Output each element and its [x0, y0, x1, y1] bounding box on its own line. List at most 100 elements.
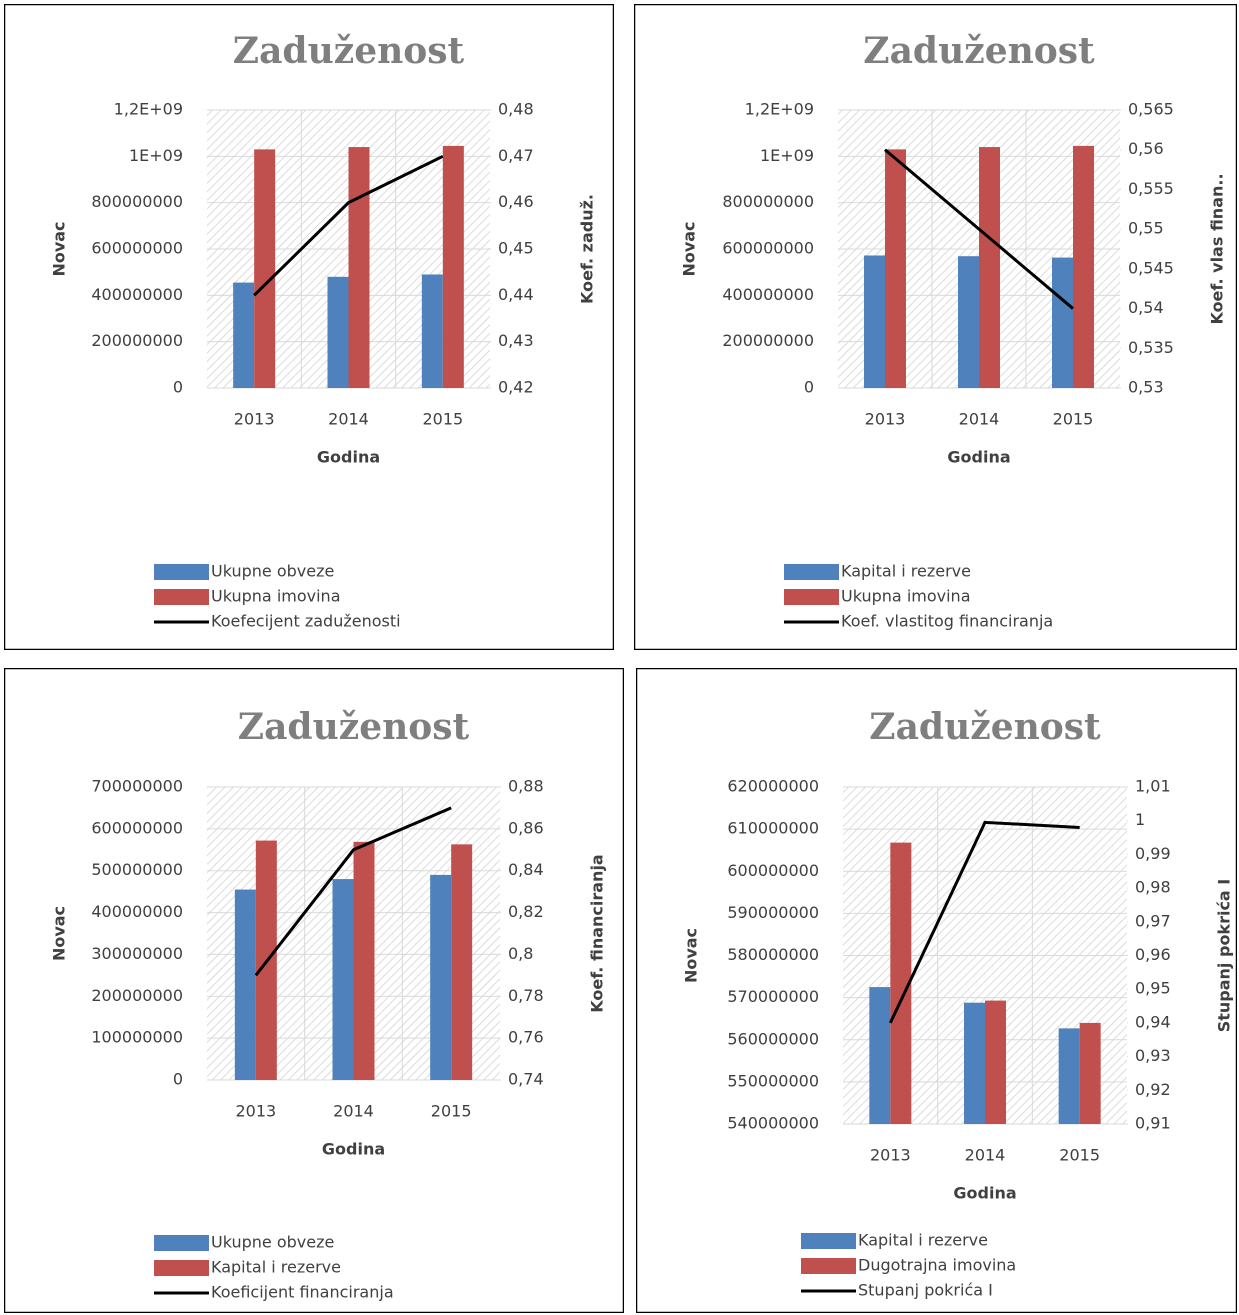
y-tick-label: 200000000 — [91, 331, 183, 350]
line-series — [254, 806, 452, 977]
y-tick-label: 800000000 — [722, 192, 814, 211]
y-tick-label: 1,2E+09 — [114, 100, 183, 119]
y-tick-label: 610000000 — [727, 819, 819, 838]
y2-tick-label: 0,53 — [1128, 378, 1164, 397]
bar — [869, 987, 891, 1124]
y-tick-label: 700000000 — [91, 777, 183, 796]
x-tick-label: 2014 — [333, 1102, 374, 1121]
bar — [1052, 257, 1073, 388]
x-tick-label: 2014 — [328, 410, 369, 429]
bar — [451, 844, 473, 1080]
line-series — [888, 820, 1080, 1024]
y-axis-title: Novac — [50, 221, 69, 276]
x-tick-label: 2013 — [870, 1146, 911, 1165]
y-tick-label: 400000000 — [91, 902, 183, 921]
bar — [442, 145, 464, 388]
bar — [864, 255, 885, 388]
legend-swatch — [154, 1260, 209, 1276]
y-tick-label: 100000000 — [91, 1028, 183, 1047]
panel-border — [4, 4, 614, 650]
y2-tick-label: 0,555 — [1128, 179, 1174, 198]
y2-tick-label: 0,86 — [508, 818, 544, 837]
x-tick-label: 2015 — [431, 1102, 472, 1121]
y2-tick-label: 0,94 — [1135, 1012, 1171, 1031]
y-tick-label: 600000000 — [91, 239, 183, 258]
y-tick-label: 600000000 — [722, 239, 814, 258]
bar — [964, 1002, 985, 1124]
y-tick-label: 0 — [173, 1070, 183, 1089]
y-tick-label: 300000000 — [91, 944, 183, 963]
y-tick-label: 500000000 — [91, 860, 183, 879]
y-tick-label: 400000000 — [91, 285, 183, 304]
legend-label: Ukupna imovina — [211, 587, 341, 606]
y2-axis-title: Koef. financiranja — [588, 854, 607, 1012]
y2-tick-label: 0,92 — [1135, 1080, 1171, 1099]
y-axis-title: Novac — [50, 906, 69, 961]
y2-tick-label: 0,8 — [508, 944, 533, 963]
panel-border — [636, 668, 1237, 1313]
y-tick-label: 600000000 — [91, 818, 183, 837]
y-tick-label: 580000000 — [727, 945, 819, 964]
y2-tick-label: 0,45 — [498, 239, 534, 258]
y2-tick-label: 0,42 — [498, 378, 534, 397]
legend-label: Kapital i rezerve — [841, 562, 971, 581]
y-tick-label: 620000000 — [727, 777, 819, 796]
x-tick-label: 2014 — [959, 410, 1000, 429]
y-tick-label: 600000000 — [727, 861, 819, 880]
y-axis-title: Novac — [682, 928, 701, 983]
y-tick-label: 570000000 — [727, 987, 819, 1006]
legend-swatch — [801, 1233, 856, 1249]
bar — [233, 282, 255, 388]
y2-tick-label: 0,96 — [1135, 945, 1171, 964]
y2-tick-label: 1,01 — [1135, 777, 1171, 796]
line-series — [253, 154, 444, 297]
x-axis-title: Godina — [947, 448, 1010, 467]
y-tick-label: 1E+09 — [760, 146, 814, 165]
y2-tick-label: 0,93 — [1135, 1046, 1171, 1065]
y2-tick-label: 0,43 — [498, 331, 534, 350]
legend-swatch — [154, 589, 209, 605]
x-tick-label: 2015 — [1059, 1146, 1100, 1165]
y2-tick-label: 0,44 — [498, 285, 534, 304]
legend-swatch — [784, 589, 839, 605]
legend-swatch — [154, 1235, 209, 1251]
y2-tick-label: 0,98 — [1135, 878, 1171, 897]
y2-tick-label: 0,78 — [508, 986, 544, 1005]
x-tick-label: 2013 — [865, 410, 906, 429]
y2-tick-label: 0,88 — [508, 777, 544, 796]
y2-tick-label: 1 — [1135, 810, 1145, 829]
y2-axis-title: Koef. zaduž. — [578, 194, 597, 304]
legend-label: Ukupne obveze — [211, 1233, 334, 1252]
bar — [1058, 1028, 1080, 1124]
y-tick-label: 540000000 — [727, 1114, 819, 1133]
y2-tick-label: 0,47 — [498, 146, 534, 165]
y-tick-label: 550000000 — [727, 1071, 819, 1090]
chart-title: Zaduženost — [238, 706, 470, 748]
y2-axis-title: Koef. vlas finan.. — [1208, 173, 1227, 324]
y2-tick-label: 0,91 — [1135, 1114, 1171, 1133]
x-axis-title: Godina — [322, 1140, 385, 1159]
legend-label: Stupanj pokrića I — [858, 1281, 993, 1300]
bar — [885, 149, 906, 388]
y2-tick-label: 0,48 — [498, 100, 534, 119]
y-tick-label: 0 — [804, 378, 814, 397]
y2-tick-label: 0,565 — [1128, 100, 1174, 119]
panel-border — [634, 4, 1237, 650]
x-tick-label: 2013 — [235, 1102, 276, 1121]
legend-label: Dugotrajna imovina — [858, 1256, 1016, 1275]
legend-label: Kapital i rezerve — [858, 1231, 988, 1250]
legend-label: Koefecijent zaduženosti — [211, 612, 401, 631]
y-tick-label: 800000000 — [91, 192, 183, 211]
x-axis-title: Godina — [953, 1184, 1016, 1203]
x-tick-label: 2015 — [1053, 410, 1094, 429]
legend-label: Kapital i rezerve — [211, 1258, 341, 1277]
y2-tick-label: 0,82 — [508, 902, 544, 921]
chart-title: Zaduženost — [233, 30, 465, 72]
y2-tick-label: 0,84 — [508, 860, 544, 879]
chart-title: Zaduženost — [869, 706, 1101, 748]
legend-label: Koeficijent financiranja — [211, 1283, 394, 1302]
bar — [254, 149, 276, 388]
legend-label: Ukupne obveze — [211, 562, 334, 581]
y2-tick-label: 0,97 — [1135, 911, 1171, 930]
